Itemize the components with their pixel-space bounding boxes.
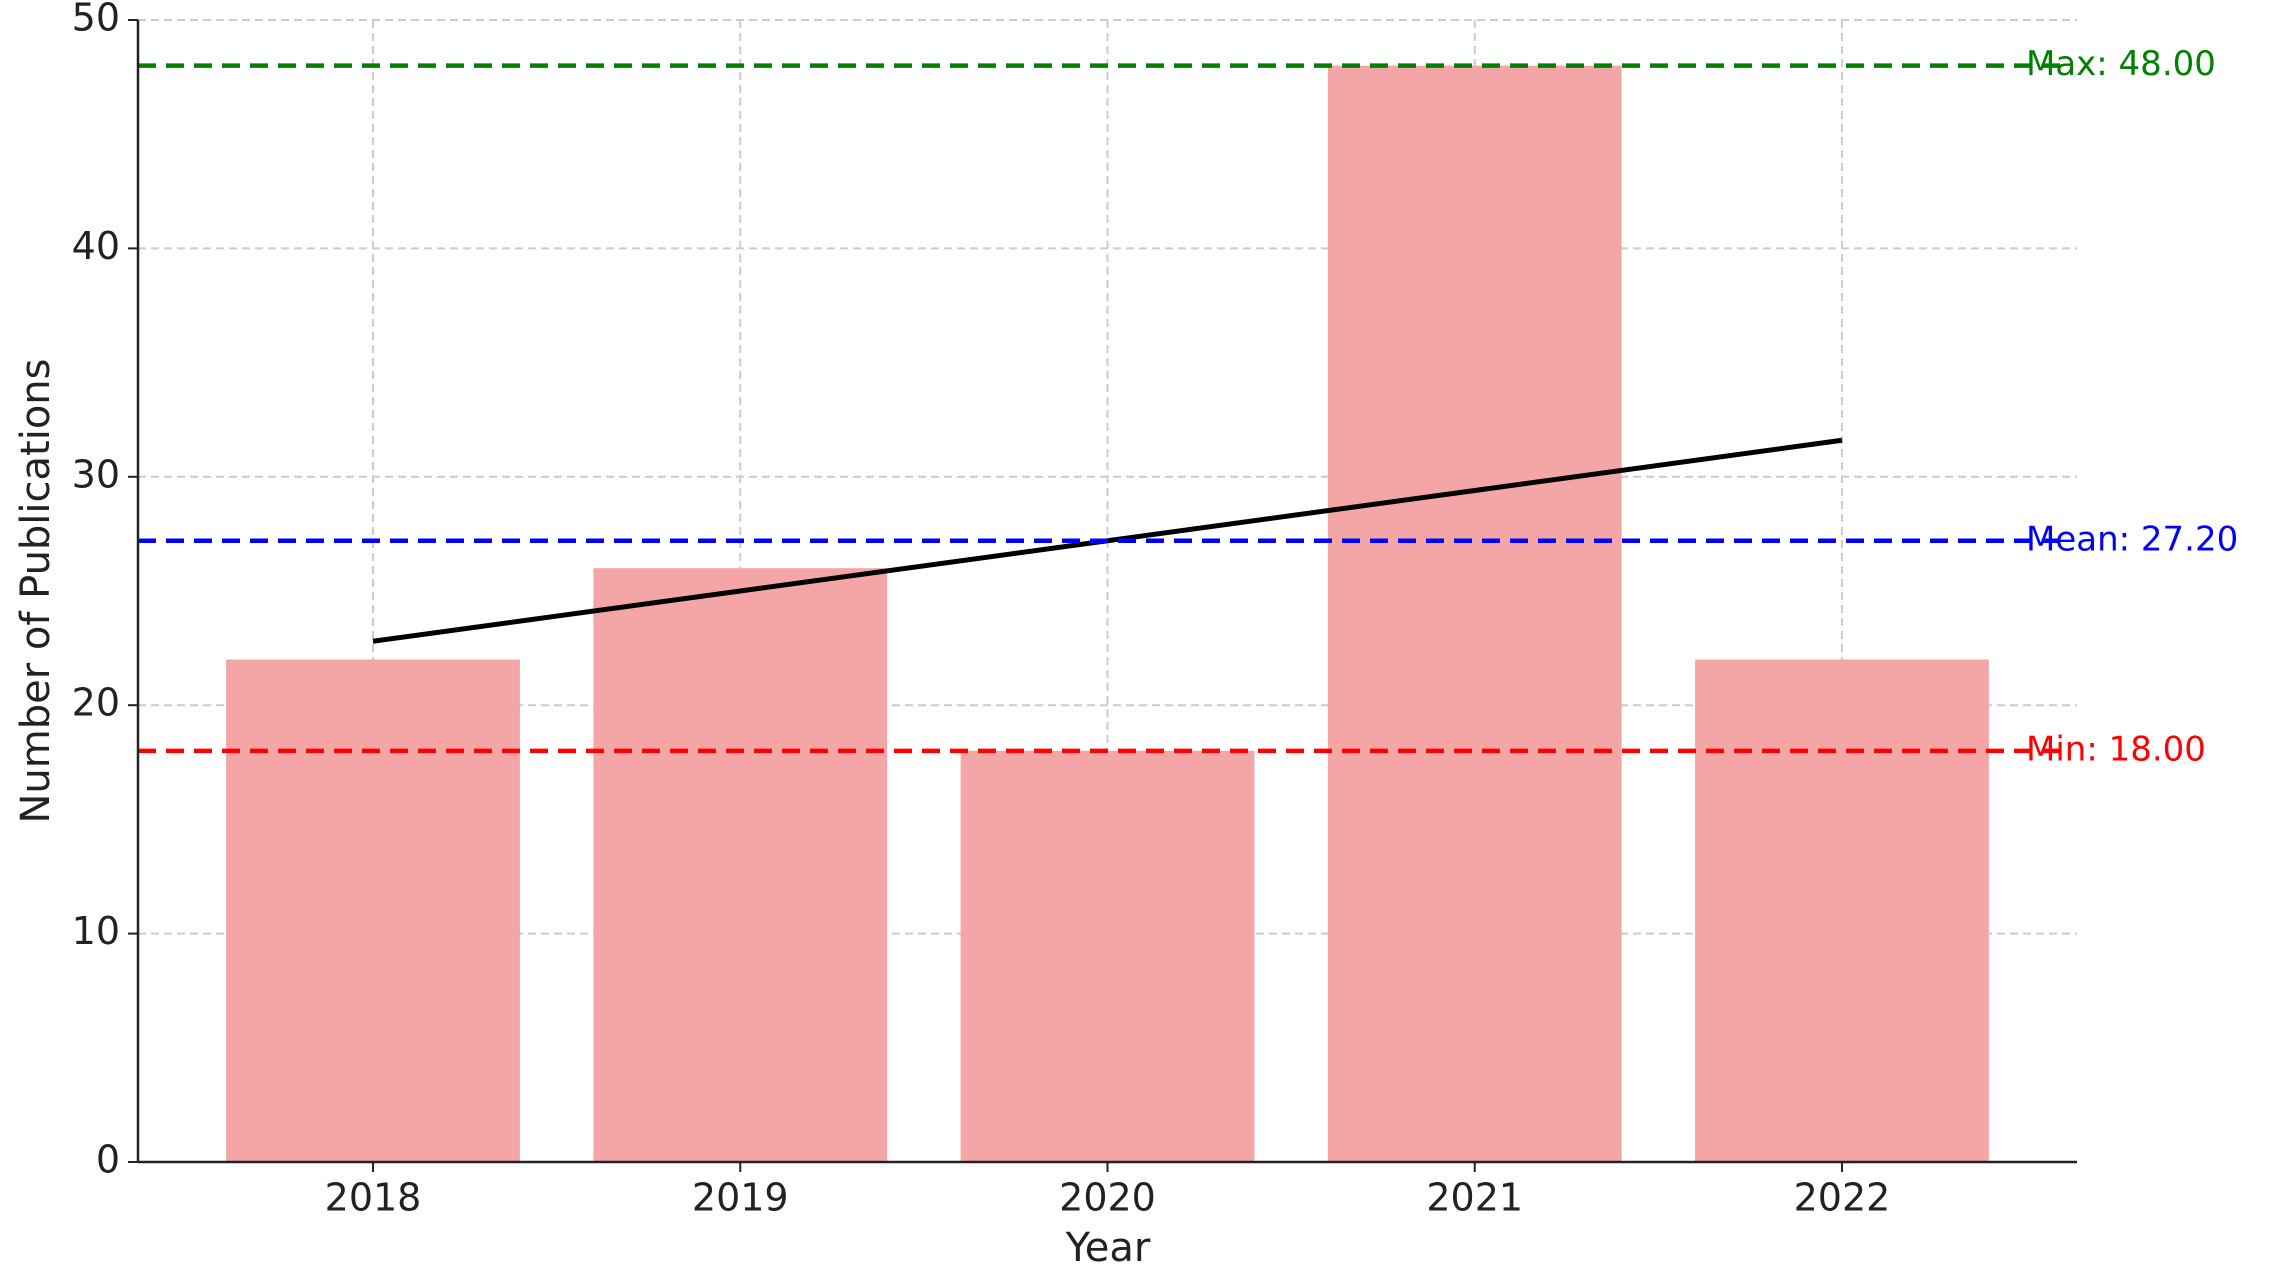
reference-label: Min: 18.00 [2026,729,2206,769]
y-tick-label: 30 [72,452,120,496]
y-tick-label: 20 [72,681,120,725]
x-tick-label: 2021 [1426,1176,1523,1220]
reference-label: Max: 48.00 [2026,44,2216,84]
y-tick-label: 50 [72,0,120,40]
y-tick-label: 40 [72,224,120,268]
x-axis-label: Year [1065,1225,1151,1271]
x-tick-label: 2022 [1794,1176,1891,1220]
bar [960,750,1255,1162]
y-axis-label: Number of Publications [13,358,59,823]
bar [1695,659,1989,1162]
x-tick-label: 2020 [1059,1176,1156,1220]
y-tick-label: 10 [72,909,120,953]
x-tick-label: 2019 [692,1176,789,1220]
bar [1327,65,1622,1162]
reference-label: Mean: 27.20 [2026,519,2238,559]
bar [593,568,888,1162]
x-tick-label: 2018 [325,1176,422,1220]
y-tick-label: 0 [96,1138,120,1182]
bar [226,659,520,1162]
